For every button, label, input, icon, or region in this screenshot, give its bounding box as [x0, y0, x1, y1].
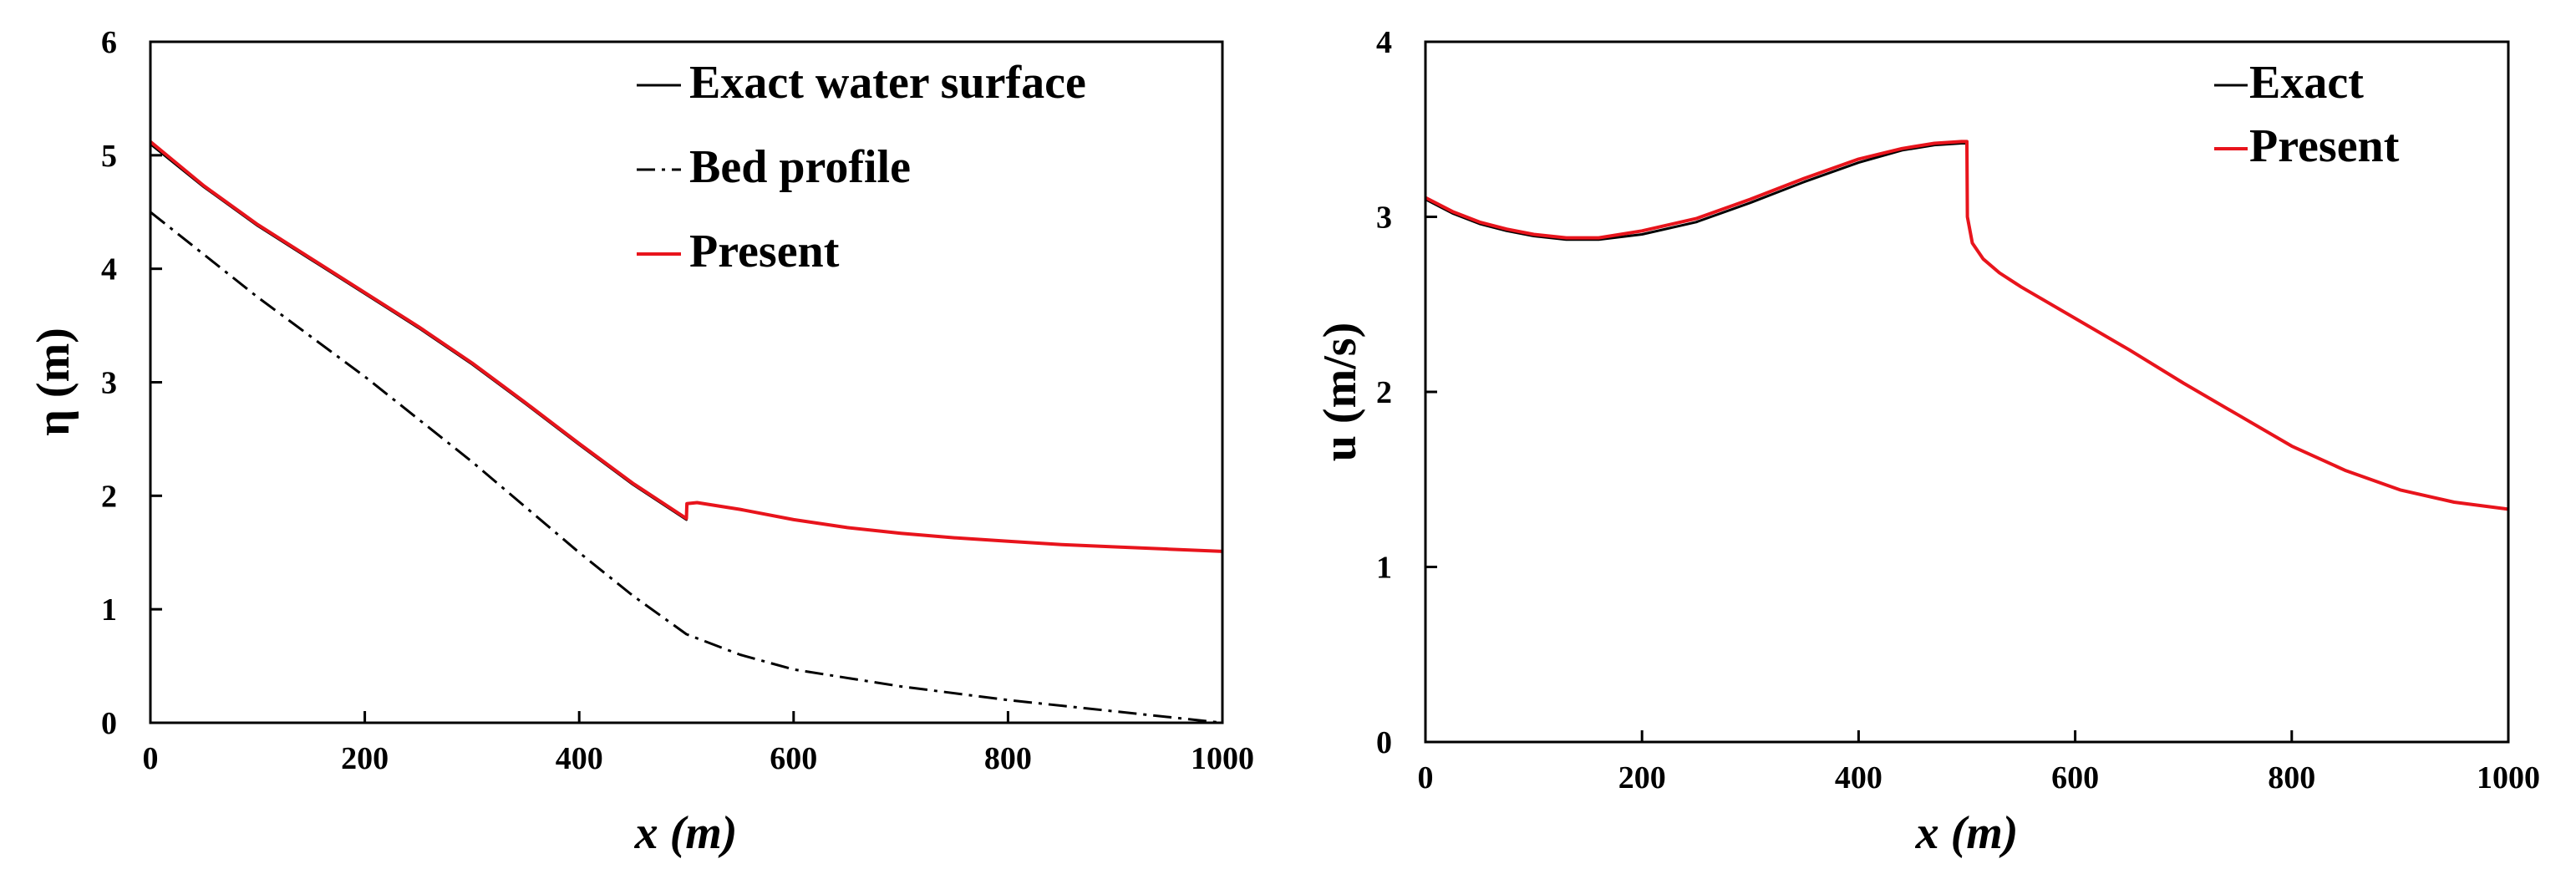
right-x-ticks: 0 200 400 600 800 1000: [1418, 730, 2540, 795]
right-series-group: [1425, 140, 2509, 511]
left-legend: Exact water surface Bed profile Present: [637, 57, 1086, 277]
left-series-exact-water-surface-line: [150, 143, 1223, 553]
right-y-tick-label: 2: [1376, 375, 1392, 410]
left-series-present-line: [149, 140, 1223, 553]
left-legend-label: Exact water surface: [689, 57, 1086, 109]
right-x-tick-label: 800: [2268, 760, 2315, 795]
right-x-tick-label: 400: [1835, 760, 1882, 795]
right-y-ticks: 0 1 2 3 4: [1376, 25, 1437, 760]
left-plot-frame: [149, 40, 1224, 724]
left-legend-label: Bed profile: [689, 141, 911, 193]
right-x-axis-label: x (m): [1915, 807, 2019, 859]
left-x-tick-label: 400: [556, 741, 603, 776]
right-legend-label: Present: [2249, 120, 2400, 172]
right-x-tick-label: 0: [1418, 760, 1434, 795]
right-series-present-line: [1425, 140, 2509, 511]
left-y-tick-label: 4: [101, 252, 117, 287]
left-x-ticks: 0 200 400 600 800 1000: [143, 711, 1254, 776]
right-y-tick-label: 0: [1376, 725, 1392, 760]
left-y-tick-label: 3: [101, 366, 117, 401]
right-y-tick-label: 4: [1376, 25, 1392, 60]
left-y-tick-label: 6: [101, 25, 117, 60]
right-legend: Exact Present: [2214, 57, 2400, 172]
right-x-tick-label: 1000: [2477, 760, 2540, 795]
left-x-tick-label: 200: [341, 741, 389, 776]
left-y-axis-label: η (m): [28, 328, 79, 436]
right-y-tick-label: 3: [1376, 201, 1392, 236]
chart-velocity: 0 1 2 3 4 0 200 400 600 800 1000 x (m) u (m/s) Ex…: [1314, 25, 2540, 859]
left-x-axis-label: x (m): [634, 807, 738, 859]
left-legend-label: Present: [689, 226, 840, 277]
left-series-group: [149, 140, 1223, 724]
chart-water-surface: 0 1 2 3 4 5 6 0 200 400 600 800 1000 x (m) η (m) Ex…: [28, 25, 1254, 859]
left-y-ticks: 0 1 2 3 4 5 6: [101, 25, 162, 741]
right-y-tick-label: 1: [1376, 551, 1392, 586]
right-x-tick-label: 600: [2051, 760, 2099, 795]
right-x-tick-label: 200: [1618, 760, 1666, 795]
left-x-tick-label: 800: [984, 741, 1032, 776]
left-x-tick-label: 600: [770, 741, 817, 776]
right-legend-label: Exact: [2249, 57, 2364, 109]
left-x-tick-label: 1000: [1191, 741, 1254, 776]
right-y-axis-label: u (m/s): [1314, 323, 1366, 461]
left-y-tick-label: 5: [101, 139, 117, 174]
left-y-tick-label: 2: [101, 479, 117, 514]
left-series-bed-profile-line: [150, 211, 1223, 724]
left-x-tick-label: 0: [143, 741, 159, 776]
left-y-tick-label: 1: [101, 592, 117, 628]
left-y-tick-label: 0: [101, 706, 117, 741]
